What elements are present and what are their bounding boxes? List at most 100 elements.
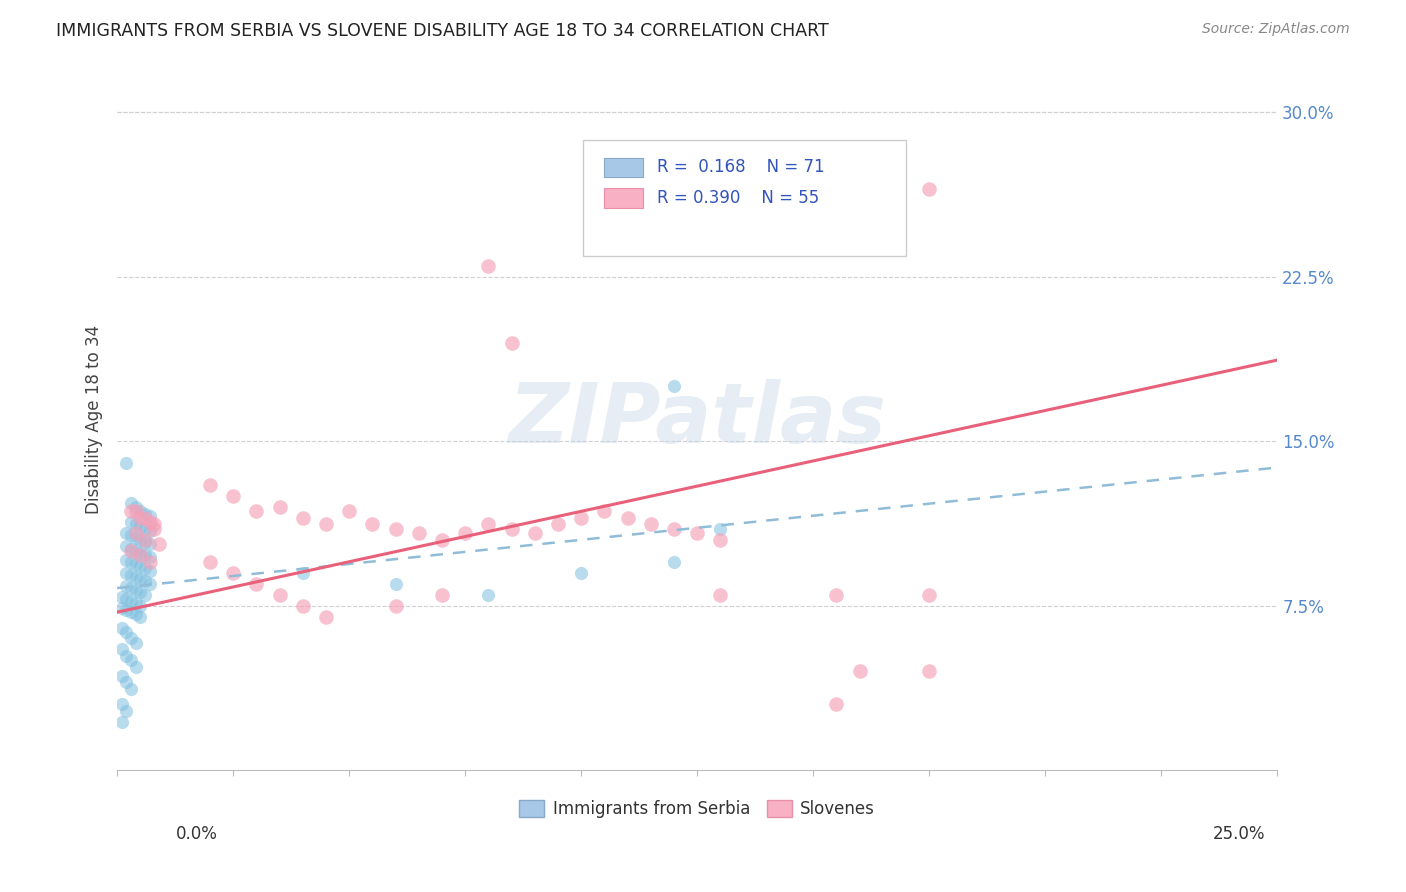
Point: [291, 511, 314, 525]
Point: [198, 478, 221, 492]
Point: [245, 504, 267, 518]
Point: [125, 526, 148, 541]
Point: [129, 533, 152, 547]
Point: [134, 533, 156, 547]
Point: [129, 585, 152, 599]
Text: 0.0%: 0.0%: [176, 825, 218, 843]
Point: [138, 524, 160, 538]
Point: [143, 517, 166, 532]
Point: [686, 526, 709, 541]
Point: [115, 648, 138, 663]
Point: [134, 561, 156, 575]
Point: [134, 511, 156, 525]
Point: [120, 681, 142, 696]
Point: [129, 511, 152, 525]
Point: [918, 588, 941, 602]
Point: [111, 590, 134, 604]
Point: [501, 335, 523, 350]
Point: [129, 546, 152, 560]
Point: [115, 579, 138, 593]
Point: [115, 704, 138, 718]
Point: [129, 559, 152, 574]
Point: [120, 541, 142, 556]
Point: [315, 609, 337, 624]
Point: [408, 526, 430, 541]
Point: [523, 526, 546, 541]
Y-axis label: Disability Age 18 to 34: Disability Age 18 to 34: [86, 325, 103, 514]
Point: [115, 603, 138, 617]
Point: [291, 599, 314, 613]
Point: [134, 588, 156, 602]
Point: [384, 576, 406, 591]
Point: [872, 171, 894, 186]
Point: [125, 557, 148, 571]
Point: [125, 583, 148, 598]
Point: [129, 548, 152, 562]
Point: [115, 566, 138, 580]
Point: [125, 504, 148, 518]
Point: [547, 517, 569, 532]
Point: [120, 605, 142, 619]
Point: [125, 531, 148, 545]
Point: [198, 555, 221, 569]
Text: R = 0.390    N = 55: R = 0.390 N = 55: [658, 189, 820, 207]
Point: [125, 517, 148, 532]
Point: [120, 568, 142, 582]
Point: [129, 504, 152, 518]
Point: [454, 526, 477, 541]
Point: [291, 566, 314, 580]
Point: [384, 599, 406, 613]
Point: [115, 592, 138, 607]
Point: [477, 517, 499, 532]
Text: R =  0.168    N = 71: R = 0.168 N = 71: [658, 159, 825, 177]
Point: [111, 714, 134, 729]
Point: [138, 550, 160, 565]
Text: IMMIGRANTS FROM SERBIA VS SLOVENE DISABILITY AGE 18 TO 34 CORRELATION CHART: IMMIGRANTS FROM SERBIA VS SLOVENE DISABI…: [56, 22, 830, 40]
Point: [361, 517, 384, 532]
Point: [662, 522, 685, 536]
Point: [825, 698, 848, 712]
Point: [120, 495, 142, 509]
Legend: Immigrants from Serbia, Slovenes: Immigrants from Serbia, Slovenes: [513, 793, 882, 825]
Point: [125, 660, 148, 674]
Point: [430, 588, 453, 602]
Point: [134, 507, 156, 521]
Point: [918, 665, 941, 679]
Point: [477, 588, 499, 602]
Text: 25.0%: 25.0%: [1213, 825, 1265, 843]
Text: Source: ZipAtlas.com: Source: ZipAtlas.com: [1202, 22, 1350, 37]
Text: ZIPatlas: ZIPatlas: [509, 379, 886, 459]
Point: [125, 607, 148, 622]
Point: [138, 537, 160, 551]
Point: [134, 548, 156, 562]
Point: [129, 572, 152, 586]
Point: [143, 522, 166, 536]
Point: [222, 566, 245, 580]
Point: [120, 516, 142, 530]
Point: [430, 533, 453, 547]
Point: [111, 620, 134, 634]
Point: [134, 535, 156, 549]
Point: [125, 500, 148, 514]
Point: [662, 379, 685, 393]
Point: [138, 555, 160, 569]
Point: [115, 456, 138, 470]
Point: [138, 516, 160, 530]
Point: [125, 636, 148, 650]
Point: [111, 669, 134, 683]
Point: [148, 537, 170, 551]
Point: [269, 500, 291, 514]
Point: [640, 517, 662, 532]
Point: [384, 522, 406, 536]
Point: [569, 566, 592, 580]
Point: [138, 576, 160, 591]
Point: [115, 552, 138, 566]
Point: [222, 489, 245, 503]
Point: [125, 570, 148, 584]
Point: [245, 576, 267, 591]
Point: [120, 594, 142, 608]
Point: [120, 543, 142, 558]
Point: [709, 533, 731, 547]
Point: [918, 182, 941, 196]
Point: [111, 600, 134, 615]
